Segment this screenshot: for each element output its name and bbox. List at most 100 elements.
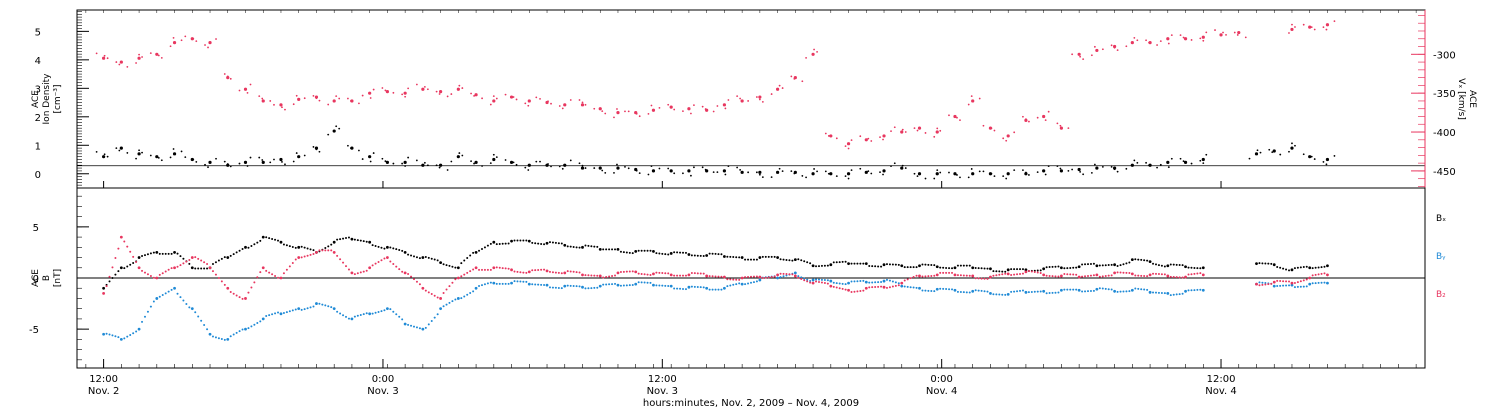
density-point [515,163,518,166]
b-point [433,294,436,297]
b-point [912,266,915,269]
b-point [119,266,123,270]
density-point [1077,167,1081,172]
vx-point [844,145,847,147]
b-point [489,242,492,245]
b-point [643,273,646,276]
b-point [1081,275,1084,278]
b-point [705,254,709,257]
b-point [1119,290,1122,293]
vx-point [687,107,691,111]
b-point [232,333,235,336]
density-point [864,170,868,174]
b-point [229,335,232,338]
b-point [1267,283,1270,286]
b-point [226,256,230,259]
b-point [1098,275,1101,278]
b-point [885,286,888,289]
b-point [141,254,144,257]
b-point [625,284,628,287]
b-point [1045,274,1048,277]
vx-tick-label: -350 [1433,89,1456,100]
b-point [880,285,883,288]
b-point [1143,274,1146,277]
vx-point [1067,127,1070,130]
vx-point [1002,137,1005,140]
vx-point [1133,36,1136,39]
b-point [640,249,643,252]
b-point [1016,273,1019,276]
vx-point [604,112,607,115]
b-point [1148,260,1152,264]
b-point [1001,293,1004,296]
b-point [442,263,445,266]
b-point [1075,273,1078,276]
b-point [1201,288,1205,292]
density-point [461,154,464,157]
vx-point [882,134,886,138]
b-point [117,336,120,339]
b-point [1193,289,1196,292]
b-point [921,275,924,278]
vx-point [1110,44,1113,47]
b-point [853,262,856,265]
b-point [1163,273,1166,276]
density-point [755,171,758,174]
b-point [179,255,182,258]
vx-point [1333,20,1336,23]
density-point [335,125,338,128]
b-point [1302,266,1305,269]
density-point [601,169,604,172]
b-point [1154,272,1157,275]
b-point [631,252,634,255]
b-point [649,281,652,284]
b-point [906,278,909,281]
b-point [1317,273,1320,276]
b-point [868,286,871,289]
b-point [761,277,764,280]
b-point [853,280,856,283]
density-tick-label: 0 [35,170,41,181]
vx-tick-label: -300 [1433,50,1456,61]
density-point [561,167,564,170]
vx-point [917,126,922,130]
b-point [622,284,625,287]
b-point [537,242,540,245]
b-point [531,241,534,244]
b-point [288,310,291,313]
b-point [622,251,625,254]
b-point [998,270,1001,273]
b-point [1095,264,1099,268]
vx-point [924,132,927,134]
b-point [1264,283,1267,286]
b-point [584,244,587,247]
b-point [288,245,291,248]
b-point [992,274,995,277]
density-point [1059,169,1063,173]
b-point [817,278,820,281]
b-point [682,287,685,290]
b-point [179,296,182,299]
b-point [1160,292,1163,294]
b-point [608,275,611,278]
b-point [537,283,540,286]
vx-point [492,95,495,98]
b-point [238,249,241,252]
b-point [489,268,492,271]
b-point [143,254,146,257]
vx-series [95,20,1336,150]
b-point [655,284,658,287]
b-point [418,257,421,260]
b-point [983,277,986,280]
b-point [664,253,667,256]
b-point [179,264,182,267]
b-point [1024,268,1028,272]
b-point [720,275,723,278]
b-point [451,300,454,303]
b-point [300,256,303,259]
density-point [846,172,851,176]
density-point [527,169,530,171]
b-point [690,285,693,288]
b-point [977,289,980,292]
